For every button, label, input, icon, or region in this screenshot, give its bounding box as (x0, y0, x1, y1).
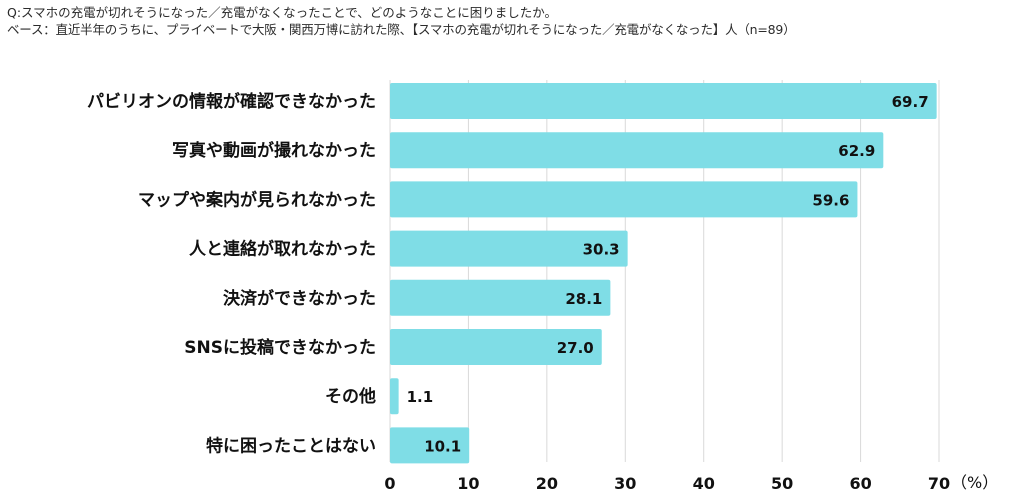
category-label-8: 特に困ったことはない (206, 435, 376, 456)
tick-label-0: 0 (384, 474, 395, 493)
value-labels: 69.7 62.9 59.6 30.3 28.1 27.0 1.1 10.1 (407, 93, 929, 455)
base-text: ベース：直近半年のうちに、プライベートで大阪・関西万博に訪れた際、【スマホの充電… (7, 22, 796, 37)
bar-3 (390, 181, 858, 218)
bars (390, 83, 937, 464)
category-label-6: SNSに投稿できなかった (184, 337, 376, 358)
value-label-2: 62.9 (838, 142, 875, 160)
tick-label-60: 60 (849, 474, 871, 493)
value-label-7: 1.1 (407, 388, 434, 406)
category-label-1: パビリオンの情報が確認できなかった (87, 91, 376, 112)
tick-label-10: 10 (457, 474, 479, 493)
tick-label-70: 70 (928, 474, 950, 493)
unit-label: （%） (951, 473, 998, 492)
bar-2 (390, 132, 884, 169)
value-label-4: 30.3 (583, 241, 620, 259)
chart-header: Q:スマホの充電が切れそうになった／充電がなくなったことで、どのようなことに困り… (7, 4, 1017, 38)
category-label-7: その他 (325, 386, 376, 407)
tick-label-50: 50 (771, 474, 793, 493)
bar-5 (390, 279, 611, 316)
value-label-3: 59.6 (812, 191, 849, 209)
bar-8 (390, 427, 470, 464)
value-label-8: 10.1 (424, 437, 461, 455)
question-text: Q:スマホの充電が切れそうになった／充電がなくなったことで、どのようなことに困り… (7, 5, 558, 20)
category-label-2: 写真や動画が撮れなかった (172, 140, 376, 161)
bar-4 (390, 230, 628, 267)
category-label-4: 人と連絡が取れなかった (189, 239, 376, 260)
tick-label-20: 20 (536, 474, 558, 493)
value-label-5: 28.1 (565, 290, 602, 308)
bar-6 (390, 329, 602, 365)
bar-7 (390, 378, 399, 415)
category-labels: パビリオンの情報が確認できなかった写真や動画が撮れなかったマップや案内が見られな… (87, 91, 376, 456)
tick-label-30: 30 (614, 474, 636, 493)
x-axis-ticks: 0 10 20 30 40 50 60 70 （%） (384, 473, 998, 493)
value-label-6: 27.0 (557, 339, 594, 357)
category-label-5: 決済ができなかった (223, 288, 376, 309)
value-label-1: 69.7 (892, 93, 929, 111)
bar-1 (390, 83, 937, 119)
category-label-3: マップや案内が見られなかった (138, 189, 376, 210)
tick-label-40: 40 (693, 474, 715, 493)
